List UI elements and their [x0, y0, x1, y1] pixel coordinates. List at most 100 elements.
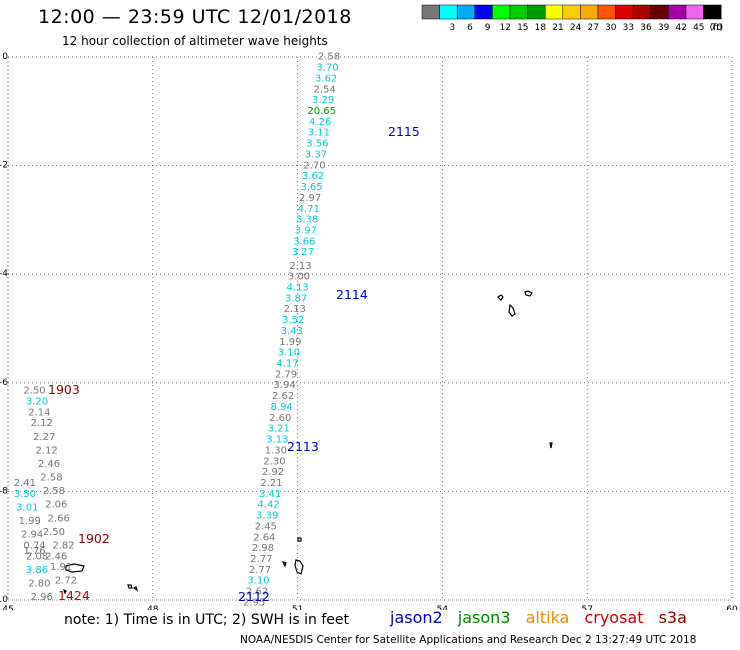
island-coastline — [127, 584, 133, 589]
scale-label: 15 — [517, 23, 528, 33]
color-scale-legend: 3 6 9 12 15 18 21 24 27 30 33 36 39 42 45 70(ft) — [421, 4, 724, 33]
wave-height-value: 2.62 — [272, 391, 294, 402]
wave-height-value: 3.00 — [288, 272, 310, 283]
track-pass-label: 1902 — [78, 531, 110, 546]
wave-height-value: 2.13 — [284, 304, 306, 315]
wave-height-value: 2.45 — [255, 521, 277, 532]
wave-height-value: 2.58 — [43, 486, 65, 497]
wave-height-value: 3.62 — [315, 73, 337, 84]
satellite-jason2: jason2 — [390, 608, 443, 627]
track-pass-label: 1424 — [58, 588, 90, 603]
wave-height-value: 4.42 — [258, 500, 280, 511]
lat-tick-label: -10 — [0, 595, 8, 605]
lat-tick-label: 0 — [2, 52, 8, 62]
wave-height-value: 4.13 — [286, 282, 308, 293]
wave-height-value: 3.50 — [14, 489, 36, 500]
wave-height-value: 3.38 — [296, 215, 318, 226]
scale-label: 42 — [675, 23, 686, 33]
scale-unit: (ft) — [710, 23, 724, 33]
scale-label: 36 — [640, 23, 652, 33]
scale-label: 12 — [499, 23, 510, 33]
wave-height-value: 1.76 — [23, 546, 45, 557]
wave-height-value: 2.72 — [55, 576, 77, 587]
satellite-altika: altika — [525, 608, 570, 627]
track-pass-label: 2115 — [388, 124, 420, 139]
scale-label: 30 — [605, 23, 617, 33]
lon-tick-label: 45 — [2, 605, 13, 610]
wave-height-value: 4.71 — [298, 204, 320, 215]
satellite-legend: jason2 jason3 altika cryosat s3a — [390, 608, 697, 627]
track-pass-label: 1903 — [48, 382, 80, 397]
wave-height-map: 4548515457600-2-4-6-8-102.583.703.622.54… — [0, 52, 738, 610]
scale-label: 39 — [658, 23, 670, 33]
scale-label: 3 — [450, 23, 456, 33]
wave-height-value: 3.43 — [281, 326, 303, 337]
wave-height-value: 2.13 — [289, 261, 311, 272]
wave-height-value: 2.21 — [260, 478, 282, 489]
island-coastline — [65, 563, 85, 573]
wave-height-value: 3.97 — [295, 225, 317, 236]
map-title: 12:00 — 23:59 UTC 12/01/2018 — [38, 6, 352, 28]
wave-height-value: 2.46 — [38, 459, 60, 470]
wave-height-value: 0.74 — [23, 540, 45, 551]
map-frame — [7, 56, 733, 601]
scale-label: 6 — [467, 23, 473, 33]
wave-height-value: 2.66 — [48, 513, 70, 524]
wave-height-value: 2.58 — [318, 52, 340, 63]
wave-height-value: 3.11 — [308, 128, 330, 139]
wave-height-value: 3.10 — [247, 576, 269, 587]
wave-height-value: 2.41 — [14, 478, 36, 489]
wave-height-value: 2.62 — [246, 587, 268, 598]
scale-label: 21 — [552, 23, 563, 33]
track-pass-label: 2112 — [238, 589, 270, 604]
scale-label: 70 — [711, 23, 723, 33]
wave-height-value: 3.39 — [256, 511, 278, 522]
wave-height-value: 2.64 — [253, 532, 275, 543]
island-coastline — [497, 294, 504, 301]
wave-height-value: 2.08 — [26, 551, 48, 562]
lat-tick-label: -2 — [0, 161, 8, 171]
wave-height-value: 3.20 — [26, 397, 48, 408]
wave-height-value: 2.70 — [303, 160, 325, 171]
wave-height-value: 3.94 — [273, 380, 295, 391]
wave-height-value: 2.92 — [262, 467, 284, 478]
wave-height-value: 8.94 — [271, 402, 293, 413]
wave-height-value: 2.14 — [28, 407, 50, 418]
wave-height-value: 1.91 — [50, 562, 72, 573]
wave-height-value: 2.12 — [35, 445, 57, 456]
wave-height-value: 2.06 — [45, 500, 67, 511]
scale-label: 18 — [535, 23, 547, 33]
wave-height-value: 1.99 — [279, 337, 301, 348]
wave-height-value: 20.65 — [307, 106, 336, 117]
lat-tick-label: -6 — [0, 378, 8, 388]
track-pass-label: 2113 — [287, 439, 319, 454]
wave-height-value: 1.99 — [19, 516, 41, 527]
wave-height-value: 2.77 — [249, 565, 271, 576]
wave-height-value: 2.46 — [45, 551, 67, 562]
scale-swatch — [703, 4, 722, 20]
island-coastline — [549, 442, 553, 449]
wave-height-value: 3.10 — [278, 348, 300, 359]
wave-height-value: 3.86 — [26, 565, 48, 576]
island-coastline — [524, 290, 533, 297]
map-subtitle: 12 hour collection of altimeter wave hei… — [62, 34, 328, 48]
wave-height-value: 1.30 — [265, 445, 287, 456]
wave-height-value: 2.77 — [250, 554, 272, 565]
island-coastline — [132, 586, 139, 592]
island-coastline — [281, 560, 287, 568]
wave-height-value: 2.80 — [28, 578, 50, 589]
island-coastline — [297, 537, 302, 542]
lon-tick-label: 48 — [147, 605, 159, 610]
lon-tick-label: 54 — [437, 605, 449, 610]
wave-height-value: 2.50 — [43, 527, 65, 538]
wave-height-value: 2.12 — [31, 418, 53, 429]
lon-tick-label: 57 — [581, 605, 592, 610]
wave-height-value: 3.70 — [316, 63, 338, 74]
lon-tick-label: 60 — [726, 605, 738, 610]
scale-label: 9 — [485, 23, 491, 33]
wave-height-value: 4.26 — [309, 117, 331, 128]
wave-height-value: 2.60 — [269, 413, 291, 424]
wave-height-value: 3.37 — [305, 149, 327, 160]
wave-height-value: 3.62 — [302, 171, 324, 182]
island-coastline — [62, 588, 67, 595]
